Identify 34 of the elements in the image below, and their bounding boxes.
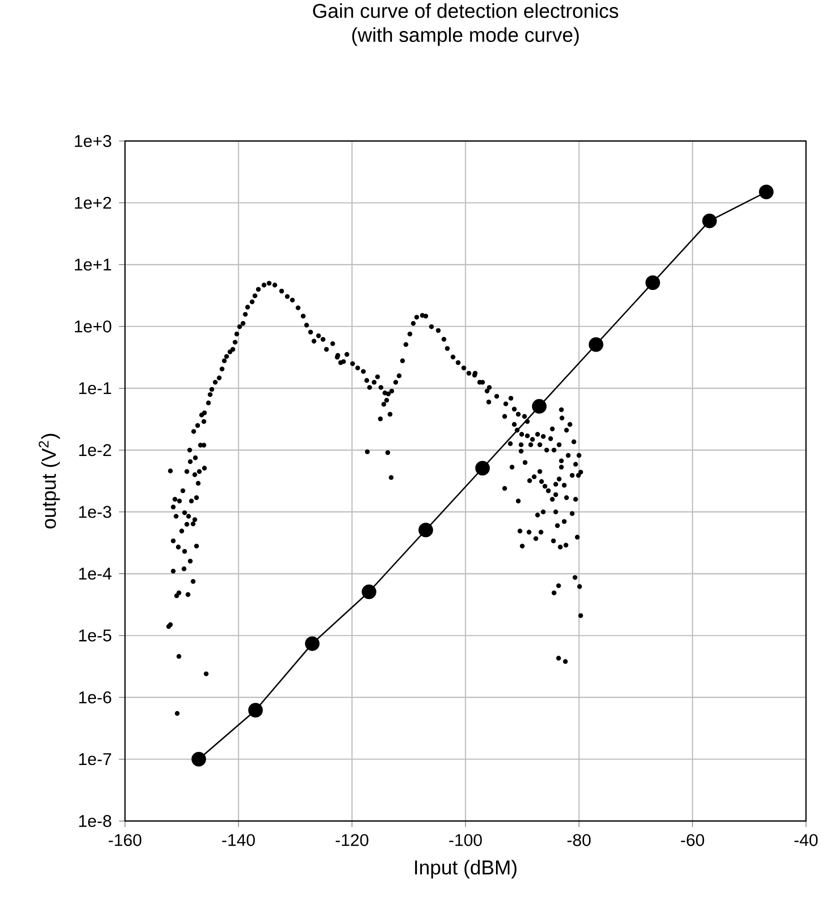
point — [475, 460, 490, 476]
y-tick-label: 1e-6 — [79, 691, 112, 704]
point — [532, 399, 547, 414]
y-tick-label: 1e-1 — [79, 382, 112, 394]
x-tick-label: -120 — [336, 834, 368, 846]
y-tick-label: 1e-3 — [79, 506, 112, 518]
y-tick-label: 1e+2 — [74, 196, 112, 209]
point — [191, 752, 206, 766]
y-tick-label: 1e+1 — [74, 258, 112, 271]
y-axis-title: output (V$^{2}$) — [38, 434, 60, 528]
y-tick-label: 1e-8 — [79, 815, 112, 828]
x-tick-label: -60 — [680, 834, 704, 846]
point — [758, 184, 774, 200]
x-tick-label: -140 — [222, 834, 255, 846]
y-tick-label: 1e-7 — [79, 753, 112, 766]
chart-subtitle: (with sample mode curve) — [352, 27, 579, 46]
point — [362, 584, 376, 600]
x-tick-label: -160 — [108, 834, 142, 846]
y-tick-label: 1e-2 — [79, 444, 112, 456]
point — [702, 214, 717, 228]
point — [645, 275, 660, 290]
y-tick-label: 1e-5 — [79, 630, 112, 642]
point — [304, 636, 320, 651]
point — [248, 702, 263, 718]
x-tick-label: -40 — [794, 834, 818, 846]
y-tick-label: 1e+3 — [74, 135, 112, 148]
x-tick-label: -80 — [567, 834, 591, 846]
x-axis-title: Input (dBM) — [415, 860, 516, 878]
point — [588, 337, 604, 352]
chart-title: Gain curve of detection electronics — [313, 3, 618, 18]
y-tick-label: 1e-4 — [79, 568, 112, 580]
point — [418, 522, 434, 538]
y-tick-label: 1e+0 — [74, 320, 112, 332]
x-tick-label: -100 — [449, 834, 482, 846]
